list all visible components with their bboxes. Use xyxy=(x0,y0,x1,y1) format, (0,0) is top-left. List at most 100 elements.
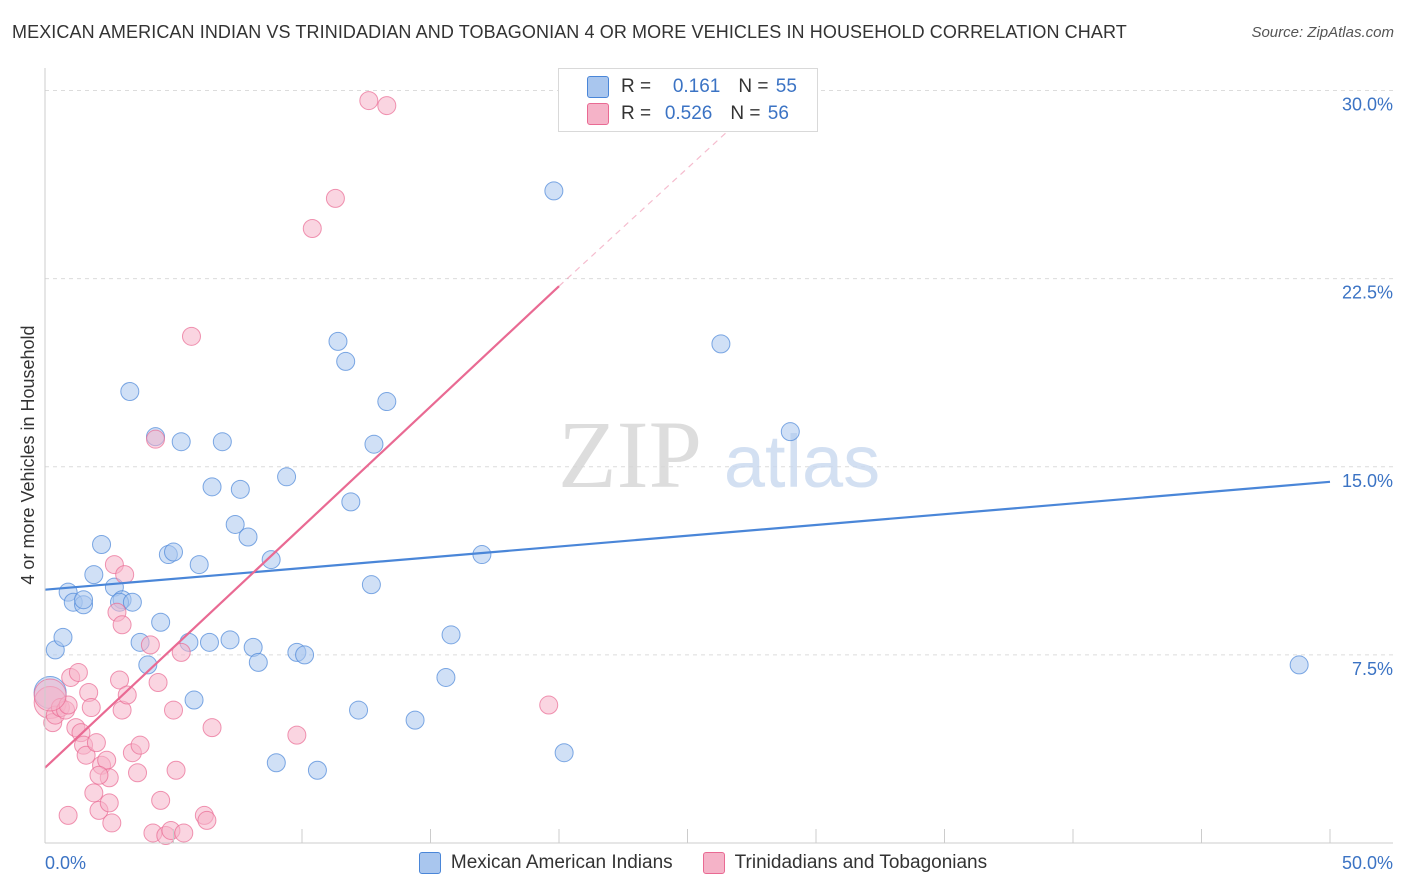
data-point[interactable] xyxy=(554,743,574,763)
data-point[interactable] xyxy=(261,550,281,570)
legend-item-trinidadians-and-tobagonians[interactable]: Trinidadians and Tobagonians xyxy=(702,852,987,874)
data-point[interactable] xyxy=(171,432,191,452)
data-point[interactable] xyxy=(81,698,101,718)
stats-n-label-pink: N = xyxy=(730,102,766,124)
data-point[interactable] xyxy=(277,467,297,487)
data-point[interactable] xyxy=(336,351,356,371)
data-point[interactable] xyxy=(212,432,232,452)
series-1-points xyxy=(33,91,559,845)
legend-label-mexican-american-indians: Mexican American Indians xyxy=(450,852,673,873)
data-point[interactable] xyxy=(115,565,135,585)
data-point[interactable] xyxy=(349,700,369,720)
data-point[interactable] xyxy=(151,790,171,810)
grid-layer xyxy=(45,90,1393,656)
data-point[interactable] xyxy=(307,760,327,780)
data-point[interactable] xyxy=(544,181,564,201)
data-point[interactable] xyxy=(74,590,94,610)
data-point[interactable] xyxy=(112,615,132,635)
data-point[interactable] xyxy=(110,670,130,690)
data-point[interactable] xyxy=(138,655,158,675)
data-point[interactable] xyxy=(364,434,384,454)
stats-r-label-pink: R = xyxy=(621,102,657,124)
data-point[interactable] xyxy=(189,555,209,575)
data-point[interactable] xyxy=(99,793,119,813)
data-point[interactable] xyxy=(202,477,222,497)
data-point[interactable] xyxy=(164,700,183,720)
data-point[interactable] xyxy=(341,492,361,512)
y-axis-label: 4 or more Vehicles in Household xyxy=(18,325,38,584)
data-point[interactable] xyxy=(146,429,166,449)
data-point[interactable] xyxy=(220,630,240,650)
data-point[interactable] xyxy=(325,188,345,208)
data-point[interactable] xyxy=(328,331,348,351)
data-point[interactable] xyxy=(140,635,160,655)
data-point[interactable] xyxy=(166,760,186,780)
legend-item-mexican-american-indians[interactable]: Mexican American Indians xyxy=(418,852,673,874)
data-point[interactable] xyxy=(199,632,219,652)
data-point[interactable] xyxy=(102,813,122,833)
data-point[interactable] xyxy=(248,652,268,672)
data-point[interactable] xyxy=(202,718,222,738)
trend-line-1 xyxy=(44,285,560,769)
stats-n-label-blue: N = xyxy=(738,75,774,97)
data-point[interactable] xyxy=(53,627,73,647)
stats-row-blue: R = 0.161 N = 55 xyxy=(587,73,797,100)
data-point[interactable] xyxy=(122,592,142,612)
data-point[interactable] xyxy=(181,326,201,346)
data-point[interactable] xyxy=(295,645,315,665)
data-point[interactable] xyxy=(58,805,78,825)
data-point[interactable] xyxy=(171,642,191,662)
data-point[interactable] xyxy=(128,763,148,783)
data-point[interactable] xyxy=(84,565,104,585)
data-point[interactable] xyxy=(33,678,67,712)
watermark: ZIP atlas xyxy=(558,401,880,508)
data-point[interactable] xyxy=(184,690,204,710)
trend-layer xyxy=(44,125,1331,769)
legend-swatch-blue xyxy=(418,852,441,874)
data-point[interactable] xyxy=(76,745,96,765)
x-tick-label-max: 50.0% xyxy=(1342,853,1393,873)
data-point[interactable] xyxy=(174,823,194,843)
data-point[interactable] xyxy=(92,535,112,555)
data-point[interactable] xyxy=(225,514,245,534)
data-point[interactable] xyxy=(359,91,379,111)
stats-r-value-blue: 0.161 xyxy=(672,75,721,97)
axis-layer: 7.5% 15.0% 22.5% 30.0% 0.0% 50.0% xyxy=(44,68,1393,873)
data-point[interactable] xyxy=(302,218,322,238)
data-point[interactable] xyxy=(148,672,168,692)
data-point[interactable] xyxy=(361,575,381,595)
data-point[interactable] xyxy=(405,710,425,730)
data-point[interactable] xyxy=(436,667,456,687)
data-point[interactable] xyxy=(117,685,137,705)
data-point[interactable] xyxy=(711,334,731,354)
data-point[interactable] xyxy=(377,392,397,412)
data-point[interactable] xyxy=(68,662,88,682)
data-point[interactable] xyxy=(780,422,800,442)
chart-source: Source: ZipAtlas.com xyxy=(1251,24,1394,41)
stats-row-pink: R = 0.526 N = 56 xyxy=(587,100,789,127)
data-point[interactable] xyxy=(230,479,250,499)
data-point[interactable] xyxy=(197,810,217,830)
trend-line-0 xyxy=(44,480,1331,591)
stats-swatch-pink xyxy=(587,102,609,125)
data-point[interactable] xyxy=(287,725,307,745)
data-point[interactable] xyxy=(164,542,183,562)
data-point[interactable] xyxy=(151,612,171,632)
data-point[interactable] xyxy=(120,382,140,402)
y-tick-label: 30.0% xyxy=(1342,95,1393,115)
data-point[interactable] xyxy=(1289,655,1309,675)
data-point[interactable] xyxy=(238,527,258,547)
watermark-atlas: atlas xyxy=(724,420,880,503)
legend-swatch-pink xyxy=(702,852,725,874)
trend-extension-1 xyxy=(558,125,735,287)
data-point[interactable] xyxy=(84,783,104,803)
y-tick-label: 15.0% xyxy=(1342,471,1393,491)
data-point[interactable] xyxy=(377,96,397,116)
data-point[interactable] xyxy=(441,625,461,645)
data-point[interactable] xyxy=(266,753,286,773)
data-point[interactable] xyxy=(86,733,106,753)
data-point[interactable] xyxy=(539,695,559,715)
data-point[interactable] xyxy=(89,765,109,785)
data-point[interactable] xyxy=(130,735,150,755)
